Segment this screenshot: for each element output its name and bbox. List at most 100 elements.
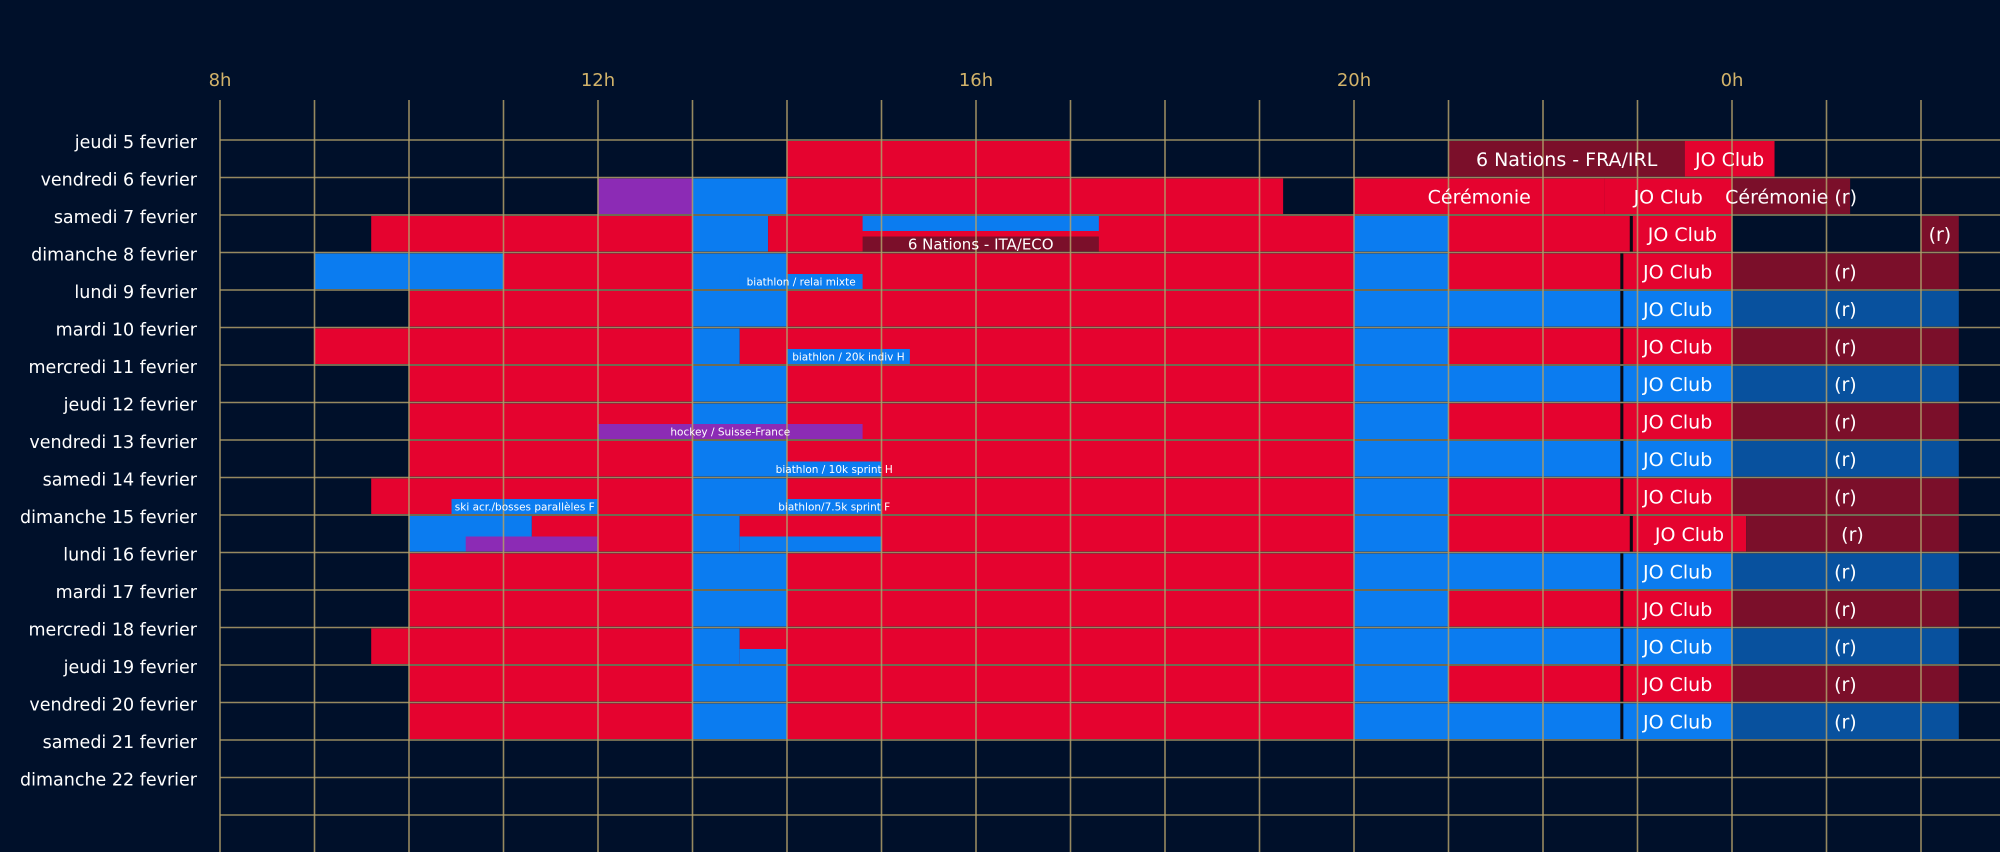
program-block xyxy=(1448,253,1624,289)
program-block xyxy=(1354,703,1624,739)
program-block-jo-club xyxy=(1623,253,1732,289)
block-label: JO Club xyxy=(1694,149,1764,171)
program-block xyxy=(371,216,693,252)
hour-tick-label: 8h xyxy=(209,70,232,91)
day-label: lundi 16 fevrier xyxy=(63,545,198,565)
program-block xyxy=(1354,628,1624,664)
day-label: jeudi 5 fevrier xyxy=(74,133,198,153)
event-strip xyxy=(739,536,882,552)
program-block xyxy=(371,628,693,664)
program-block-r xyxy=(1921,216,1959,252)
block-label: JO Club xyxy=(1642,299,1712,321)
block-divider xyxy=(1620,703,1624,739)
day-labels: jeudi 5 fevrier vendredi 6 fevrier samedi … xyxy=(20,133,198,791)
program-block-jo-club xyxy=(1632,216,1732,252)
program-block xyxy=(409,666,693,702)
block-label: JO Club xyxy=(1642,374,1712,396)
block-divider xyxy=(1620,628,1624,664)
hour-tick-label: 12h xyxy=(581,70,615,91)
block-label: 6 Nations - FRA/IRL xyxy=(1476,149,1658,171)
event-strip-label: biathlon / 10k sprint H xyxy=(776,464,893,476)
day-label: vendredi 6 fevrier xyxy=(41,170,198,190)
block-label: (r) xyxy=(1929,224,1952,246)
block-divider xyxy=(1620,253,1624,289)
event-strip xyxy=(465,536,598,552)
day-label: jeudi 12 fevrier xyxy=(63,395,198,415)
program-block xyxy=(1354,328,1449,364)
block-label: JO Club xyxy=(1642,411,1712,433)
program-block xyxy=(692,216,769,252)
event-strip-label: biathlon / 20k indiv H xyxy=(792,352,904,364)
program-block xyxy=(1448,478,1624,514)
event-strip-biathlon-relai-mixte xyxy=(739,274,863,289)
block-divider xyxy=(1620,366,1624,402)
program-block xyxy=(1354,366,1624,402)
program-block xyxy=(1354,553,1624,589)
block-label: JO Club xyxy=(1654,524,1724,546)
block-labels: 6 Nations - FRA/IRL JO Club Cérémonie JO Cl… xyxy=(455,149,1951,734)
program-block-jo-club xyxy=(1623,703,1732,739)
event-strip-label: ski acr./bosses parallèles F xyxy=(455,502,595,514)
grid-lines xyxy=(219,100,2000,852)
block-label: JO Club xyxy=(1647,224,1717,246)
hour-tick-label: 20h xyxy=(1337,70,1371,91)
event-strip-biathlon-20k-indiv-h xyxy=(787,349,910,364)
program-block xyxy=(1354,253,1449,289)
day-label: dimanche 8 fevrier xyxy=(31,245,198,265)
program-block xyxy=(692,178,787,214)
block-label: (r) xyxy=(1834,711,1857,733)
program-block-jo-club xyxy=(1684,141,1775,177)
program-block xyxy=(787,178,1284,214)
event-strip-ski-acr-bosses-parall-les-f xyxy=(451,499,598,514)
program-block xyxy=(1354,478,1449,514)
block-label: JO Club xyxy=(1642,449,1712,471)
day-label: samedi 7 fevrier xyxy=(54,208,198,228)
program-block xyxy=(409,703,693,739)
program-block-jo-club xyxy=(1632,516,1747,552)
program-block xyxy=(787,141,1071,177)
program-block xyxy=(598,178,693,214)
program-block xyxy=(1354,516,1449,552)
program-block xyxy=(1448,516,1633,552)
program-block-jo-club xyxy=(1623,403,1732,439)
program-block-jo-club xyxy=(1623,591,1732,627)
day-label: dimanche 15 fevrier xyxy=(20,508,198,528)
day-label: mardi 10 fevrier xyxy=(56,320,198,340)
event-strip-biathlon-7-5k-sprint-f xyxy=(787,499,882,514)
day-label: samedi 14 fevrier xyxy=(43,470,198,490)
program-block-jo-club xyxy=(1623,666,1732,702)
block-label: JO Club xyxy=(1642,636,1712,658)
program-block-jo-club xyxy=(1623,628,1732,664)
program-block-jo-club xyxy=(1623,328,1732,364)
event-strip-6-nations-ita-eco xyxy=(862,236,1099,252)
program-block xyxy=(692,516,740,552)
block-divider xyxy=(1620,441,1624,477)
program-block-jo-club xyxy=(1623,553,1732,589)
program-block-jo-club xyxy=(1623,441,1732,477)
hour-tick-label: 0h xyxy=(1721,70,1744,91)
program-block xyxy=(409,291,693,327)
block-divider xyxy=(1620,403,1624,439)
program-block-jo-club xyxy=(1623,478,1732,514)
program-block xyxy=(409,366,693,402)
program-block xyxy=(409,591,693,627)
block-label: JO Club xyxy=(1633,186,1703,208)
program-block xyxy=(1448,666,1624,702)
block-label: (r) xyxy=(1841,524,1864,546)
block-label: (r) xyxy=(1834,449,1857,471)
program-block xyxy=(1354,291,1624,327)
program-block xyxy=(1448,216,1633,252)
program-block xyxy=(1354,403,1449,439)
day-label: samedi 21 fevrier xyxy=(43,733,198,753)
program-block xyxy=(692,553,787,589)
hour-tick-labels: 8h 12h 16h 20h 0h xyxy=(209,70,1744,91)
block-divider xyxy=(1629,516,1633,552)
event-strip-label: biathlon/7.5k sprint F xyxy=(778,502,890,514)
program-block xyxy=(692,628,740,664)
day-label: mercredi 18 fevrier xyxy=(29,620,198,640)
event-strip-hockey-suisse-france xyxy=(598,424,863,439)
program-block xyxy=(692,441,787,477)
block-label: (r) xyxy=(1834,261,1857,283)
program-block-c-r-monie xyxy=(1354,178,1605,214)
event-strip xyxy=(862,216,1099,231)
